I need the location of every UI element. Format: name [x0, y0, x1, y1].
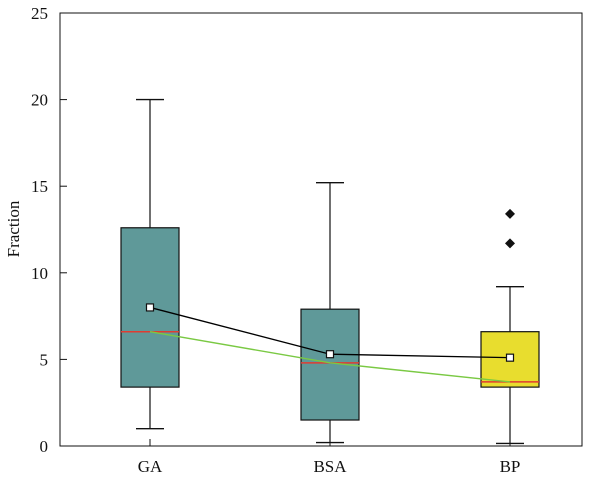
y-tick-label: 0: [40, 437, 49, 456]
mean-marker: [145, 303, 155, 312]
y-axis-label: Fraction: [4, 200, 23, 257]
outlier-point: [505, 208, 515, 219]
median-trend-line: [149, 330, 511, 383]
y-tick-label: 15: [31, 177, 48, 196]
boxes: [120, 98, 540, 445]
y-tick-label: 10: [31, 264, 48, 283]
mean-marker: [505, 353, 515, 362]
mean-marker: [325, 350, 335, 359]
x-axis: GA BSA BP: [138, 439, 521, 476]
outlier-point: [505, 238, 515, 249]
x-tick-label: BP: [500, 457, 521, 476]
y-tick-label: 25: [31, 4, 48, 23]
y-tick-label: 5: [40, 350, 49, 369]
x-tick-label: BSA: [313, 457, 347, 476]
y-tick-label: 20: [31, 91, 48, 110]
plot-frame: [59, 12, 583, 447]
trend-lines: [145, 303, 515, 383]
y-axis: 0 5 10 15 20 25: [31, 4, 67, 456]
x-tick-label: GA: [138, 457, 163, 476]
